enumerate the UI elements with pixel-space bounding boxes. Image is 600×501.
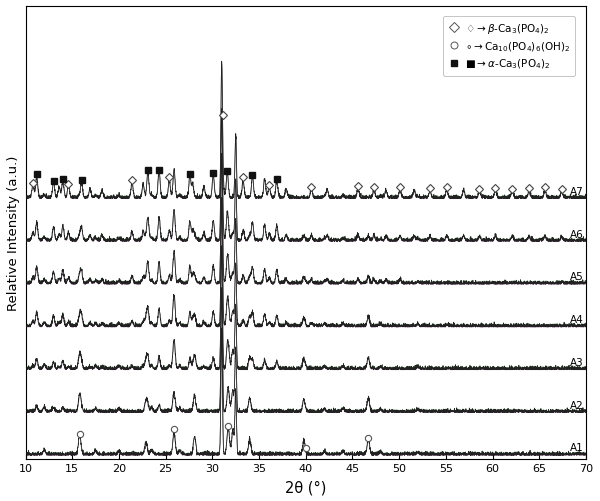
- Text: A2: A2: [571, 400, 584, 410]
- X-axis label: 2θ (°): 2θ (°): [285, 479, 326, 494]
- Text: A6: A6: [571, 229, 584, 239]
- Text: A7: A7: [571, 186, 584, 196]
- Text: A3: A3: [571, 357, 584, 367]
- Legend: $\diamondsuit$$\rightarrow$$\beta$-Ca$_3$(PO$_4$)$_2$, $\circ$$\rightarrow$Ca$_{: $\diamondsuit$$\rightarrow$$\beta$-Ca$_3…: [443, 17, 575, 77]
- Text: A4: A4: [571, 315, 584, 325]
- Text: A1: A1: [571, 442, 584, 452]
- Text: A5: A5: [571, 272, 584, 282]
- Y-axis label: Relative Intensity (a.u.): Relative Intensity (a.u.): [7, 155, 20, 310]
